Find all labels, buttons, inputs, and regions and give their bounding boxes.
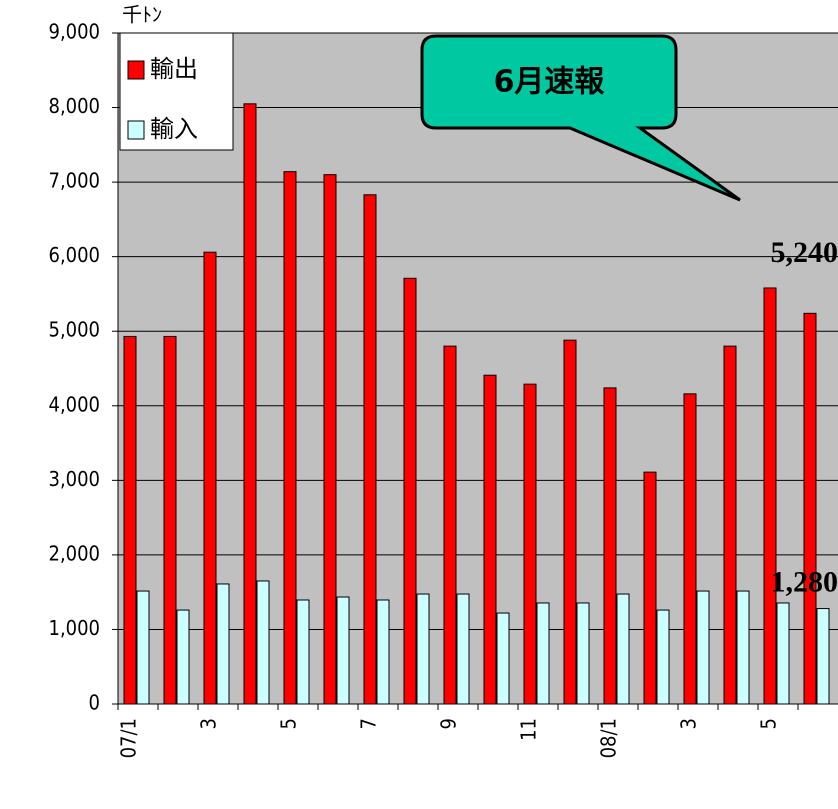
y-tick-label: 5,000 <box>49 318 101 342</box>
x-tick-label: 3 <box>197 718 221 729</box>
bar <box>683 393 697 705</box>
bar <box>723 345 737 705</box>
bar <box>216 583 230 705</box>
value-label: 1,280 <box>771 565 838 598</box>
callout-bubble <box>420 34 741 202</box>
bar <box>616 593 630 705</box>
y-tick-label: 2,000 <box>49 541 101 565</box>
x-tick-label: 5 <box>757 718 781 729</box>
bar <box>776 602 790 705</box>
bar <box>283 171 297 705</box>
bar <box>563 339 577 705</box>
plot-area <box>118 33 838 704</box>
y-tick-label: 4,000 <box>49 392 101 416</box>
y-tick-label: 3,000 <box>49 467 101 491</box>
bar <box>536 602 550 705</box>
x-tick-label: 9 <box>437 718 461 729</box>
bar <box>656 609 670 705</box>
x-tick-label: 5 <box>277 718 301 729</box>
bar <box>696 590 710 705</box>
x-tick-label: 11 <box>517 718 541 741</box>
bar <box>203 251 217 705</box>
bar <box>816 608 830 705</box>
bar <box>643 471 657 705</box>
y-tick-label: 8,000 <box>49 94 101 118</box>
value-label: 5,240 <box>771 236 838 269</box>
bar <box>443 345 457 705</box>
bar <box>403 277 417 705</box>
x-tick-label: 07/1 <box>117 718 141 758</box>
bar <box>323 174 337 705</box>
bar <box>523 383 537 705</box>
legend-label: 輸出 <box>150 55 198 83</box>
bar <box>123 335 137 705</box>
bar <box>576 602 590 705</box>
y-tick-label: 0 <box>89 691 100 715</box>
y-unit: 千ﾄﾝ <box>122 3 162 27</box>
callout-text: 6月速報 <box>494 65 606 100</box>
legend-swatch <box>127 120 145 140</box>
legend-swatch <box>127 60 145 80</box>
bar <box>163 335 177 705</box>
x-tick-label: 3 <box>677 718 701 729</box>
bar <box>803 312 817 705</box>
y-tick-label: 7,000 <box>49 169 101 193</box>
y-tick-label: 1,000 <box>49 616 101 640</box>
bar <box>763 287 777 705</box>
bar <box>416 593 430 705</box>
bar <box>176 609 190 705</box>
bar <box>736 590 750 705</box>
bar <box>336 596 350 705</box>
bar <box>243 103 257 705</box>
bar <box>496 612 510 705</box>
bar <box>376 599 390 705</box>
bar <box>136 590 150 705</box>
y-tick-label: 9,000 <box>49 20 101 44</box>
x-tick-label: 08/1 <box>597 718 621 758</box>
bar <box>296 599 310 705</box>
bar <box>603 387 617 705</box>
bar <box>363 194 377 705</box>
legend-label: 輸入 <box>150 115 198 143</box>
bar <box>256 580 270 705</box>
y-tick-label: 6,000 <box>49 243 101 267</box>
x-tick-label: 7 <box>357 718 381 729</box>
bar <box>483 374 497 705</box>
bar <box>456 593 470 705</box>
